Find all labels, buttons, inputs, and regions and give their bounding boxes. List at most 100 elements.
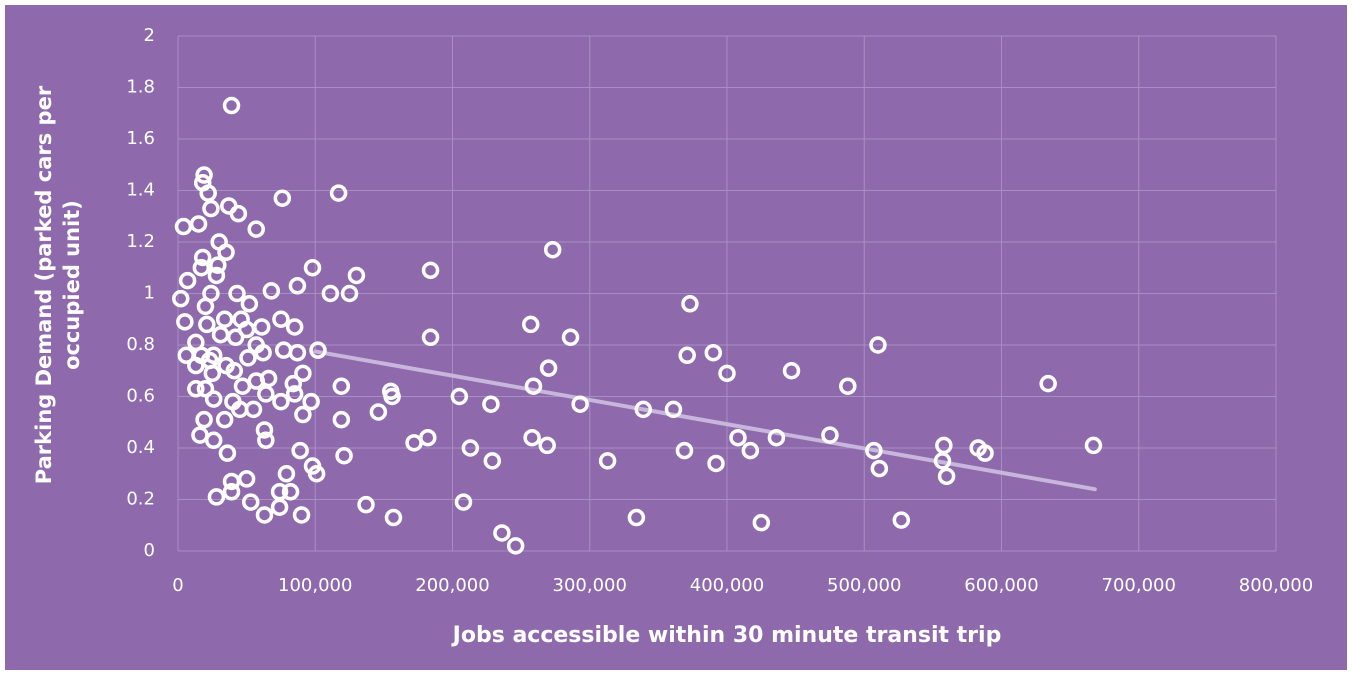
data-point [291, 441, 309, 460]
data-point [767, 428, 786, 447]
data-point [270, 498, 289, 516]
data-point [209, 256, 227, 274]
data-point [255, 421, 274, 439]
data-point [627, 508, 646, 527]
data-point [329, 184, 348, 202]
data-point [272, 310, 290, 328]
data-point [202, 199, 220, 218]
data-point [865, 441, 883, 460]
data-point [233, 377, 252, 395]
data-point [204, 390, 223, 408]
data-point [207, 266, 226, 285]
y-tick-label: 1.8 [126, 77, 155, 98]
data-point [561, 328, 580, 347]
chart-background [5, 5, 1347, 670]
data-point [340, 284, 359, 303]
data-point [240, 295, 259, 313]
data-point [193, 248, 212, 267]
data-point [309, 341, 327, 359]
data-point [215, 310, 234, 328]
data-point [678, 346, 696, 365]
data-point [187, 380, 205, 398]
data-point [273, 189, 292, 207]
data-point [288, 277, 307, 295]
data-point [257, 385, 275, 403]
y-tick-label: 0.2 [126, 489, 155, 510]
data-point [421, 328, 440, 347]
data-point [292, 506, 311, 524]
data-point [196, 297, 215, 316]
data-point [303, 457, 322, 475]
data-point [937, 467, 956, 486]
data-point [571, 395, 589, 413]
data-point [933, 452, 952, 470]
data-point [232, 310, 250, 328]
data-point [294, 364, 312, 383]
data-point [220, 197, 238, 215]
data-point [524, 377, 543, 395]
data-point [1084, 436, 1103, 455]
data-point [241, 493, 260, 511]
data-point [1039, 374, 1057, 393]
data-point [506, 537, 525, 555]
data-point [892, 511, 911, 529]
y-axis-label: Parking Demand (parked cars per occupied… [32, 85, 84, 485]
data-point [869, 336, 887, 354]
y-tick-label: 2 [144, 25, 155, 46]
data-point [461, 439, 480, 457]
data-point [218, 444, 237, 462]
y-tick-label: 0.6 [126, 386, 155, 407]
data-point [384, 508, 403, 527]
data-point [450, 387, 469, 406]
data-point [210, 233, 228, 251]
data-point [381, 382, 400, 401]
trendline [313, 349, 1097, 492]
x-tick-label: 300,000 [553, 575, 627, 596]
data-point [483, 452, 502, 470]
data-point [347, 266, 366, 285]
y-tick-label: 1 [144, 283, 155, 304]
x-axis-label: Jobs accessible within 30 minute transit… [451, 623, 1002, 648]
x-tick-label: 800,000 [1239, 575, 1313, 596]
data-point [405, 434, 423, 452]
data-point [255, 506, 274, 524]
data-point [239, 349, 257, 367]
data-point [664, 400, 683, 419]
data-point [357, 495, 375, 514]
data-point [215, 410, 234, 429]
data-point [729, 428, 747, 447]
data-point [203, 364, 222, 383]
data-point [538, 436, 556, 455]
data-point [285, 318, 304, 336]
data-point [191, 426, 209, 444]
data-point [482, 395, 500, 413]
data-point [321, 284, 340, 303]
data-point [294, 405, 312, 424]
x-tick-label: 600,000 [964, 575, 1038, 596]
data-point [174, 217, 193, 236]
data-point [752, 513, 771, 532]
data-point [171, 289, 190, 308]
data-point [539, 359, 558, 377]
data-point [543, 240, 562, 259]
data-point [523, 428, 541, 447]
data-point [187, 333, 205, 352]
data-point [707, 454, 725, 473]
data-point [177, 346, 195, 365]
data-point [247, 220, 265, 238]
data-point [224, 392, 242, 411]
data-point [195, 410, 213, 429]
x-tick-label: 0 [172, 575, 183, 596]
data-point [257, 431, 275, 450]
data-point [176, 313, 194, 331]
data-point [222, 96, 241, 115]
data-point [262, 282, 281, 300]
data-point [870, 459, 889, 478]
data-point [277, 465, 296, 483]
y-tick-label: 0.4 [126, 437, 155, 458]
data-point [178, 271, 197, 290]
data-point [198, 315, 216, 334]
data-point [192, 259, 211, 277]
y-tick-label: 1.4 [126, 180, 155, 201]
